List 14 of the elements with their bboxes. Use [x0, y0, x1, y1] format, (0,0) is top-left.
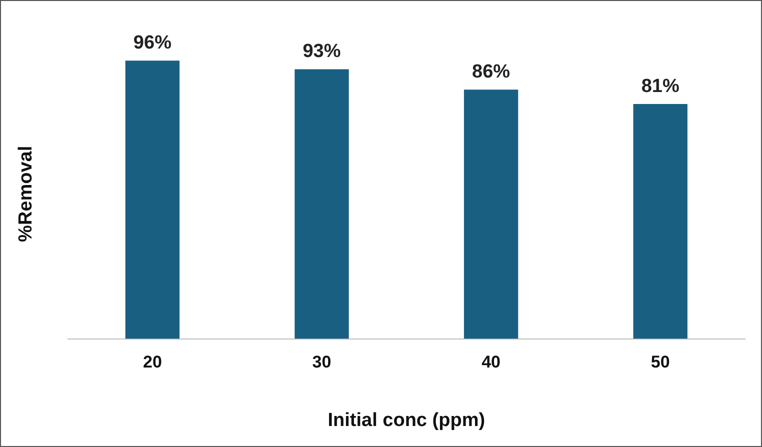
x-tick-label: 20 [142, 352, 162, 372]
bar [294, 69, 349, 339]
x-tick-label: 40 [482, 352, 501, 372]
data-label: 96% [133, 32, 172, 54]
bar [464, 90, 518, 339]
x-axis-title: Initial conc (ppm) [328, 410, 486, 431]
data-label: 81% [641, 76, 680, 97]
bar [633, 104, 688, 339]
data-label: 86% [472, 61, 510, 82]
bar [125, 60, 180, 339]
x-tick-label: 50 [650, 352, 670, 372]
y-axis-title: %Removal [16, 146, 37, 242]
data-label: 93% [302, 41, 341, 62]
x-tick-label: 30 [312, 352, 332, 372]
